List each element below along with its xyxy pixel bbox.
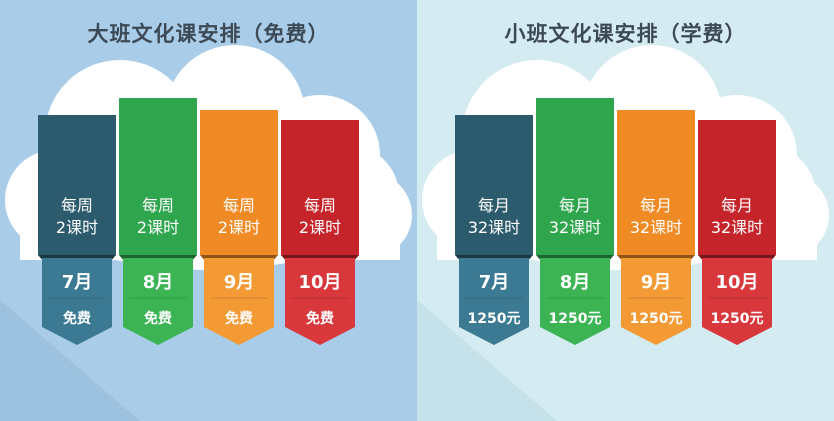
price-label-1: 1250元 bbox=[467, 311, 521, 327]
month-label-2: 8月 bbox=[142, 272, 174, 293]
schedule-stripe-1 bbox=[455, 115, 533, 255]
month-ribbon-3 bbox=[621, 258, 691, 345]
schedule-label-1: 每周 2课时 bbox=[38, 195, 116, 239]
price-label-3: 免费 bbox=[225, 311, 253, 327]
price-label-4: 免费 bbox=[306, 311, 334, 327]
schedule-hours: 2课时 bbox=[298, 218, 342, 237]
month-ribbon-4 bbox=[285, 258, 355, 345]
schedule-label-1: 每月 32课时 bbox=[455, 195, 533, 239]
schedule-frequency: 每周 bbox=[141, 196, 174, 215]
month-ribbon-3 bbox=[204, 258, 274, 345]
schedule-stripe-3 bbox=[200, 110, 278, 255]
month-label-3: 9月 bbox=[640, 272, 672, 293]
month-ribbon-2 bbox=[123, 258, 193, 345]
schedule-label-4: 每月 32课时 bbox=[698, 195, 776, 239]
schedule-label-3: 每周 2课时 bbox=[200, 195, 278, 239]
schedule-stripe-2 bbox=[119, 98, 197, 255]
schedule-frequency: 每月 bbox=[558, 196, 591, 215]
month-label-1: 7月 bbox=[61, 272, 93, 293]
schedule-stripe-1 bbox=[38, 115, 116, 255]
schedule-stripe-3 bbox=[617, 110, 695, 255]
schedule-frequency: 每周 bbox=[60, 196, 93, 215]
schedule-hours: 2课时 bbox=[136, 218, 180, 237]
month-label-1: 7月 bbox=[478, 272, 510, 293]
schedule-stripe-4 bbox=[281, 120, 359, 255]
panel-title: 大班文化课安排（免费） bbox=[87, 22, 330, 46]
schedule-hours: 2课时 bbox=[217, 218, 261, 237]
schedule-hours: 2课时 bbox=[55, 218, 99, 237]
month-ribbon-2 bbox=[540, 258, 610, 345]
cloud-illustration bbox=[0, 45, 412, 421]
schedule-label-3: 每月 32课时 bbox=[617, 195, 695, 239]
schedule-hours: 32课时 bbox=[467, 218, 521, 237]
price-label-3: 1250元 bbox=[629, 311, 683, 327]
free-class-panel: 大班文化课安排（免费） 每周 2课时 7月免费 每周 2课时 8月免费 每周 2课时 9月免费 每… bbox=[0, 0, 417, 421]
schedule-hours: 32课时 bbox=[710, 218, 764, 237]
panel-title: 小班文化课安排（学费） bbox=[504, 22, 747, 46]
month-label-2: 8月 bbox=[559, 272, 591, 293]
tuition-class-panel: 小班文化课安排（学费） 每月 32课时 7月 1250元 每月 32课时 8月 1250元 每月… bbox=[417, 0, 834, 421]
schedule-label-2: 每周 2课时 bbox=[119, 195, 197, 239]
schedule-hours: 32课时 bbox=[629, 218, 683, 237]
schedule-stripe-2 bbox=[536, 98, 614, 255]
price-label-1: 免费 bbox=[63, 311, 91, 327]
schedule-frequency: 每月 bbox=[720, 196, 753, 215]
month-ribbon-1 bbox=[42, 258, 112, 345]
price-label-2: 1250元 bbox=[548, 311, 602, 327]
schedule-label-2: 每月 32课时 bbox=[536, 195, 614, 239]
price-label-4: 1250元 bbox=[710, 311, 764, 327]
schedule-stripe-4 bbox=[698, 120, 776, 255]
month-ribbon-1 bbox=[459, 258, 529, 345]
schedule-frequency: 每周 bbox=[222, 196, 255, 215]
cloud-illustration bbox=[417, 45, 829, 421]
schedule-label-4: 每周 2课时 bbox=[281, 195, 359, 239]
schedule-frequency: 每月 bbox=[477, 196, 510, 215]
schedule-hours: 32课时 bbox=[548, 218, 602, 237]
month-label-4: 10月 bbox=[715, 272, 759, 293]
month-label-3: 9月 bbox=[223, 272, 255, 293]
schedule-frequency: 每周 bbox=[303, 196, 336, 215]
price-label-2: 免费 bbox=[144, 311, 172, 327]
month-ribbon-4 bbox=[702, 258, 772, 345]
month-label-4: 10月 bbox=[298, 272, 342, 293]
schedule-frequency: 每月 bbox=[639, 196, 672, 215]
